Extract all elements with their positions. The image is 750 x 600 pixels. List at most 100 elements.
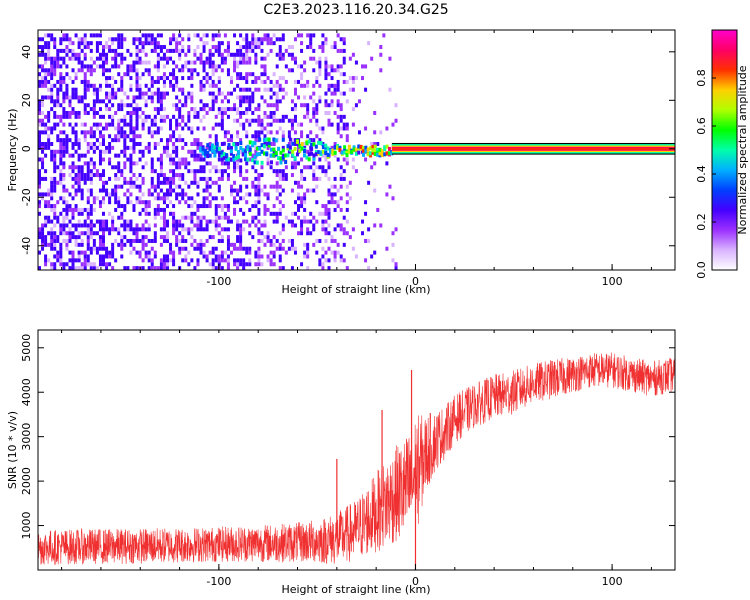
heatmap-cell (315, 122, 319, 127)
heatmap-cell (178, 157, 182, 162)
heatmap-cell (333, 184, 337, 189)
heatmap-cell (297, 180, 301, 185)
heatmap-cell (172, 68, 176, 73)
heatmap-cell (141, 153, 145, 158)
heatmap-cell (159, 266, 163, 270)
heatmap-cell (132, 107, 136, 112)
heatmap-cell (144, 91, 148, 96)
heatmap-cell (321, 246, 325, 251)
heatmap-cell (278, 37, 282, 42)
heatmap-cell (315, 76, 319, 81)
heatmap-cell (80, 99, 84, 104)
heatmap-cell (153, 130, 157, 135)
heatmap-cell (117, 161, 121, 166)
heatmap-cell (260, 37, 264, 42)
heatmap-cell (178, 223, 182, 228)
heatmap-cell (86, 130, 90, 135)
heatmap-cell (199, 176, 203, 181)
heatmap-cell (190, 227, 194, 232)
heatmap-cell (53, 83, 57, 88)
heatmap-cell (68, 95, 72, 100)
heatmap-cell (205, 110, 209, 115)
heatmap-cell (196, 153, 200, 158)
heatmap-cell (80, 242, 84, 247)
heatmap-cell (239, 235, 243, 240)
heatmap-cell (333, 250, 337, 255)
heatmap-cell (95, 41, 99, 46)
heatmap-cell (275, 107, 279, 112)
heatmap-cell (321, 145, 325, 150)
heatmap-cell (101, 60, 105, 65)
heatmap-cell (382, 33, 386, 38)
heatmap-cell (223, 227, 227, 232)
heatmap-cell (199, 118, 203, 123)
heatmap-cell (369, 146, 373, 151)
heatmap-cell (159, 169, 163, 174)
heatmap-cell (47, 145, 51, 150)
heatmap-cell (300, 200, 304, 205)
heatmap-cell (233, 242, 237, 247)
heatmap-cell (378, 147, 382, 152)
heatmap-cell (68, 258, 72, 263)
heatmap-cell (83, 231, 87, 236)
heatmap-cell (266, 103, 270, 108)
heatmap-cell (199, 56, 203, 61)
heatmap-cell (175, 161, 179, 166)
heatmap-cell (388, 56, 392, 61)
heatmap-cell (162, 227, 166, 232)
heatmap-cell (71, 254, 75, 259)
heatmap-cell (126, 238, 130, 243)
heatmap-cell (184, 215, 188, 220)
heatmap-cell (269, 37, 273, 42)
heatmap-cell (77, 180, 81, 185)
heatmap-cell (153, 215, 157, 220)
heatmap-cell (169, 188, 173, 193)
heatmap-cell (50, 153, 54, 158)
heatmap-cell (208, 60, 212, 65)
heatmap-cell (62, 37, 66, 42)
heatmap-cell (89, 64, 93, 69)
heatmap-cell (111, 219, 115, 224)
heatmap-cell (263, 99, 267, 104)
heatmap-cell (147, 204, 151, 209)
heatmap-cell (333, 176, 337, 181)
heatmap-cell (86, 242, 90, 247)
heatmap-cell (105, 192, 109, 197)
heatmap-cell (120, 126, 124, 131)
heatmap-cell (305, 155, 309, 160)
heatmap-cell (303, 207, 307, 212)
heatmap-cell (324, 173, 328, 178)
heatmap-cell (211, 219, 215, 224)
heatmap-cell (50, 176, 54, 181)
heatmap-cell (269, 147, 273, 152)
heatmap-cell (318, 45, 322, 50)
heatmap-cell (59, 227, 63, 232)
heatmap-cell (62, 33, 66, 38)
heatmap-cell (226, 235, 230, 240)
heatmap-cell (181, 103, 185, 108)
heatmap-cell (144, 211, 148, 216)
heatmap-cell (120, 118, 124, 123)
heatmap-cell (181, 48, 185, 53)
heatmap-cell (336, 83, 340, 88)
heatmap-cell (123, 235, 127, 240)
heatmap-cell (293, 142, 297, 146)
heatmap-cell (156, 142, 160, 146)
heatmap-cell (217, 122, 221, 127)
heatmap-cell (141, 266, 145, 270)
heatmap-cell (275, 173, 279, 178)
heatmap-cell (169, 72, 173, 77)
heatmap-cell (150, 165, 154, 170)
heatmap-cell (44, 153, 48, 158)
heatmap-cell (38, 52, 41, 57)
heatmap-cell (217, 254, 221, 259)
heatmap-cell (327, 161, 331, 166)
heatmap-cell (196, 204, 200, 209)
heatmap-cell (214, 223, 218, 228)
heatmap-cell (123, 103, 127, 108)
heatmap-cell (68, 173, 72, 178)
heatmap-cell (74, 165, 78, 170)
heatmap-cell (92, 196, 96, 201)
heatmap-cell (321, 219, 325, 224)
heatmap-cell (287, 142, 291, 146)
